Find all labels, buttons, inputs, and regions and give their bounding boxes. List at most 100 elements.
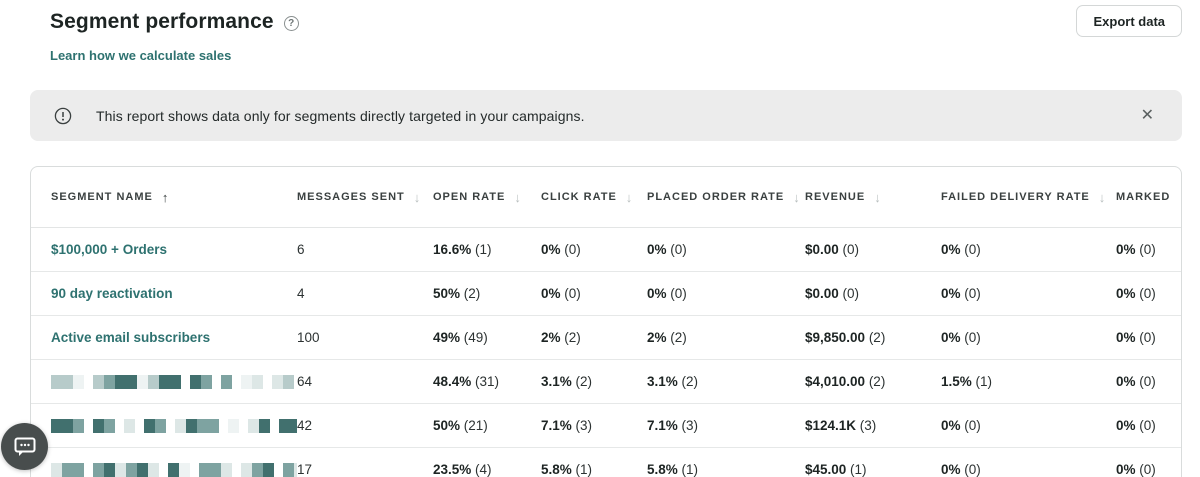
redacted-word (93, 374, 181, 389)
placed-order-rate-cell: 3.1% (2) (647, 374, 699, 389)
segment-name-link[interactable]: Active email subscribers (51, 330, 211, 345)
messages-sent-cell: 42 (297, 418, 313, 433)
help-icon[interactable]: ? (283, 15, 299, 31)
segment-name-cell: $100,000 + Orders (31, 242, 297, 257)
redacted-word (221, 374, 232, 389)
open-rate-cell: 23.5% (4) (433, 462, 492, 477)
open-rate-cell: 50% (21) (433, 418, 488, 433)
redacted-word (279, 418, 297, 433)
redacted-word (272, 374, 294, 389)
sort-down-icon: ↓ (793, 189, 801, 205)
sort-down-icon: ↓ (514, 189, 522, 205)
redacted-word (283, 462, 297, 477)
column-header-revenue[interactable]: REVENUE ↓ (805, 190, 941, 205)
learn-how-link[interactable]: Learn how we calculate sales (50, 48, 232, 63)
sort-down-icon: ↓ (1098, 189, 1107, 205)
placed-order-rate-cell: 5.8% (1) (647, 462, 699, 477)
segment-name-cell: Active email subscribers (31, 330, 297, 345)
messages-sent-cell: 4 (297, 286, 305, 301)
sort-up-icon: ↑ (161, 189, 170, 205)
segment-name-link[interactable]: $100,000 + Orders (51, 242, 167, 257)
redacted-word (124, 418, 135, 433)
table-row: 64 48.4% (31) 3.1% (2) 3.1% (2) $4,010.00 (2… (31, 360, 1181, 404)
column-header-failed-delivery-rate[interactable]: FAILED DELIVERY RATE ↓ (941, 190, 1116, 205)
redacted-word (51, 418, 84, 433)
page-title: Segment performance (50, 10, 274, 33)
messages-sent-cell: 100 (297, 330, 320, 345)
placed-order-rate-cell: 0% (0) (647, 286, 687, 301)
failed-delivery-rate-cell: 0% (0) (941, 418, 981, 433)
banner-close-icon[interactable]: ✕ (1135, 102, 1160, 130)
column-label: FAILED DELIVERY RATE (941, 191, 1090, 203)
revenue-cell: $4,010.00 (2) (805, 374, 886, 389)
redacted-word (175, 418, 219, 433)
click-rate-cell: 2% (2) (541, 330, 581, 345)
revenue-cell: $124.1K (3) (805, 418, 877, 433)
segment-name-cell (31, 462, 297, 477)
click-rate-cell: 0% (0) (541, 286, 581, 301)
open-rate-cell: 50% (2) (433, 286, 481, 301)
segment-performance-table: SEGMENT NAME ↑ MESSAGES SENT ↓ OPEN RATE ↓ CLI… (31, 167, 1181, 477)
redacted-word (190, 374, 212, 389)
table-row: 17 23.5% (4) 5.8% (1) 5.8% (1) $45.00 (1) 0% … (31, 448, 1181, 477)
chat-widget-button[interactable] (1, 423, 48, 470)
open-rate-cell: 49% (49) (433, 330, 488, 345)
open-rate-cell: 16.6% (1) (433, 242, 492, 257)
segment-name-cell: 90 day reactivation (31, 286, 297, 301)
redacted-word (51, 374, 84, 389)
sort-down-icon: ↓ (625, 189, 634, 205)
table-row: Active email subscribers 100 49% (49) 2% (2… (31, 316, 1181, 360)
alert-circle-icon (54, 107, 72, 125)
click-rate-cell: 3.1% (2) (541, 374, 593, 389)
export-data-button[interactable]: Export data (1076, 5, 1182, 37)
failed-delivery-rate-cell: 0% (0) (941, 330, 981, 345)
column-label: CLICK RATE (541, 191, 617, 203)
failed-delivery-rate-cell: 1.5% (1) (941, 374, 993, 389)
redacted-word (241, 462, 274, 477)
column-header-click-rate[interactable]: CLICK RATE ↓ (541, 190, 647, 205)
redacted-word (168, 462, 190, 477)
chat-bubble-icon (14, 437, 36, 457)
segment-name-link[interactable]: 90 day reactivation (51, 286, 173, 301)
redacted-word (93, 418, 115, 433)
column-header-segment-name[interactable]: SEGMENT NAME ↑ (31, 190, 297, 205)
sort-down-icon: ↓ (874, 189, 882, 205)
redacted-word (228, 418, 239, 433)
marked-cell: 0% (0) (1116, 286, 1156, 301)
messages-sent-cell: 64 (297, 374, 313, 389)
marked-cell: 0% (0) (1116, 242, 1156, 257)
revenue-cell: $45.00 (1) (805, 462, 867, 477)
page-header: Segment performance ? Learn how we calcu… (50, 5, 1182, 65)
column-label: PLACED ORDER RATE (647, 191, 785, 203)
placed-order-rate-cell: 2% (2) (647, 330, 687, 345)
info-banner: This report shows data only for segments… (30, 90, 1182, 141)
column-label: MARKED (1116, 191, 1171, 203)
placed-order-rate-cell: 7.1% (3) (647, 418, 699, 433)
redacted-word (241, 374, 263, 389)
column-header-placed-order-rate[interactable]: PLACED ORDER RATE ↓ (647, 190, 805, 205)
marked-cell: 0% (0) (1116, 374, 1156, 389)
revenue-cell: $0.00 (0) (805, 242, 860, 257)
open-rate-cell: 48.4% (31) (433, 374, 500, 389)
banner-text: This report shows data only for segments… (96, 107, 585, 124)
click-rate-cell: 5.8% (1) (541, 462, 593, 477)
column-header-messages-sent[interactable]: MESSAGES SENT ↓ (297, 190, 433, 205)
redacted-segment-name (51, 462, 297, 477)
marked-cell: 0% (0) (1116, 462, 1156, 477)
table-header-row: SEGMENT NAME ↑ MESSAGES SENT ↓ OPEN RATE ↓ CLI… (31, 167, 1181, 228)
messages-sent-cell: 17 (297, 462, 313, 477)
redacted-segment-name (51, 374, 297, 389)
column-label: OPEN RATE (433, 191, 506, 203)
redacted-word (93, 462, 159, 477)
sort-down-icon: ↓ (413, 189, 422, 205)
column-header-open-rate[interactable]: OPEN RATE ↓ (433, 190, 541, 205)
failed-delivery-rate-cell: 0% (0) (941, 462, 981, 477)
redacted-word (248, 418, 270, 433)
column-label: REVENUE (805, 191, 866, 203)
column-header-marked[interactable]: MARKED (1116, 191, 1181, 203)
click-rate-cell: 0% (0) (541, 242, 581, 257)
failed-delivery-rate-cell: 0% (0) (941, 286, 981, 301)
segment-performance-table-card: SEGMENT NAME ↑ MESSAGES SENT ↓ OPEN RATE ↓ CLI… (30, 166, 1182, 477)
revenue-cell: $0.00 (0) (805, 286, 860, 301)
column-label: SEGMENT NAME (51, 191, 153, 203)
